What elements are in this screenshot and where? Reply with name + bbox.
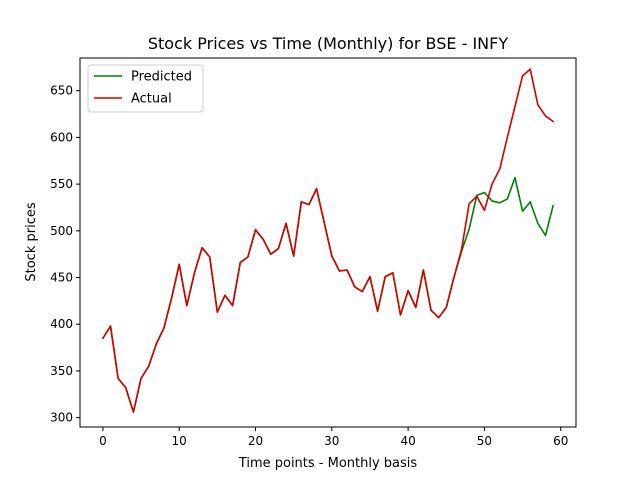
axes-frame xyxy=(79,57,577,428)
x-tick-label: 60 xyxy=(553,434,568,448)
y-tick-label: 350 xyxy=(50,364,73,378)
x-tick-label: 30 xyxy=(324,434,339,448)
y-tick-label: 300 xyxy=(50,411,73,425)
x-tick-label: 20 xyxy=(248,434,263,448)
x-tick-label: 0 xyxy=(99,434,107,448)
chart-title: Stock Prices vs Time (Monthly) for BSE -… xyxy=(148,34,508,53)
y-tick-label: 650 xyxy=(50,84,73,98)
x-tick-label: 10 xyxy=(172,434,187,448)
series-line-actual xyxy=(102,68,554,413)
y-tick-label: 500 xyxy=(50,224,73,238)
legend: Predicted Actual xyxy=(87,64,204,113)
y-tick-label: 450 xyxy=(50,271,73,285)
x-tick-label: 50 xyxy=(477,434,492,448)
y-axis-label: Stock prices xyxy=(24,202,39,281)
legend-label-actual: Actual xyxy=(131,92,172,107)
x-tick-label: 40 xyxy=(400,434,415,448)
y-tick-label: 400 xyxy=(50,317,73,331)
plot-area: 0 10 20 30 40 50 60 300 350 400 450 500 550 600 650 xyxy=(50,68,568,448)
y-tick-label: 600 xyxy=(50,130,73,144)
x-axis-label: Time points - Monthly basis xyxy=(238,456,418,471)
y-tick-label: 550 xyxy=(50,177,73,191)
legend-label-predicted: Predicted xyxy=(131,70,192,85)
